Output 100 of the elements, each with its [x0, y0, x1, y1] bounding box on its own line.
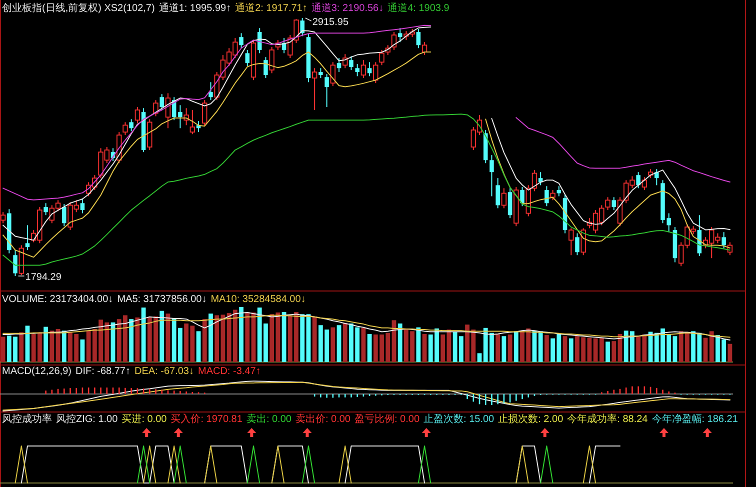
bar: [135, 317, 140, 362]
candlestick: [160, 94, 164, 110]
bar: [245, 312, 250, 362]
bar: [208, 314, 213, 362]
bar: [202, 319, 207, 362]
text: 通道2: 1917.71↑: [235, 2, 308, 14]
text: 止盈次数: 15.00: [424, 413, 495, 425]
candlestick: [62, 204, 66, 227]
bar: [477, 353, 482, 362]
bar: [0, 336, 6, 362]
bar: [160, 310, 164, 362]
candlestick: [642, 176, 648, 191]
bar: [80, 339, 85, 362]
candlestick: [312, 68, 318, 110]
text: 卖出价: 0.00: [295, 413, 351, 425]
annotation: 1794.29: [25, 272, 62, 283]
candlestick: [349, 56, 354, 70]
chart-title: 创业板指(日线,前复权) XS2(102,7): [2, 2, 155, 14]
text: 买进: 0.00: [122, 413, 168, 425]
candlestick: [134, 106, 140, 124]
chart-title: 风控成功率: [2, 413, 52, 425]
candlestick: [25, 224, 30, 251]
text: 通道1: 1995.99↑: [158, 2, 232, 14]
candlestick: [330, 62, 336, 87]
candlestick: [373, 62, 378, 84]
series-label: DIF: -68.77↑: [75, 366, 130, 377]
candlestick: [360, 60, 366, 79]
candlestick: [245, 49, 250, 67]
candlestick: [550, 190, 556, 201]
chart-title: MACD(12,26,9): [2, 366, 72, 377]
candlestick: [190, 109, 195, 135]
candlestick: [367, 62, 372, 77]
bar: [214, 315, 220, 362]
candlestick: [300, 18, 304, 37]
bar: [612, 341, 616, 362]
candlestick: [318, 68, 323, 79]
bar: [398, 324, 402, 362]
bar: [62, 330, 66, 362]
candlestick: [355, 63, 360, 77]
text: 今年净盈幅: 186.21: [652, 413, 738, 425]
candlestick: [612, 196, 616, 211]
bar: [416, 327, 421, 362]
chart-title: VOLUME: 23173404.00↓: [2, 294, 114, 305]
bar: [239, 307, 244, 362]
candlestick: [80, 198, 85, 214]
candlestick: [178, 104, 182, 129]
candlestick: [416, 28, 421, 49]
candlestick: [556, 186, 562, 197]
text: 止损次数: 2.00: [498, 413, 564, 425]
candlestick: [208, 82, 213, 101]
candlestick: [336, 58, 342, 73]
text: 买入价: 1970.81: [170, 413, 243, 425]
bar: [672, 336, 678, 362]
series-label: MACD: -3.47↑: [198, 366, 261, 377]
bar: [568, 338, 574, 362]
bar: [502, 336, 506, 362]
candlestick: [264, 56, 268, 79]
series-label: MA5: 31737856.00↓: [117, 294, 207, 305]
candlestick: [13, 250, 18, 276]
candlestick: [496, 178, 500, 209]
bar: [336, 325, 342, 362]
bar: [300, 314, 305, 362]
bar: [129, 319, 134, 362]
candlestick: [202, 100, 208, 127]
bar: [544, 335, 549, 362]
series-label: DEA: -67.03↓: [134, 366, 194, 377]
bar: [422, 334, 427, 362]
text: 风控ZIG: 1.00: [56, 413, 118, 425]
candlestick: [508, 188, 512, 219]
candlestick: [239, 32, 244, 49]
candlestick: [636, 172, 640, 189]
bar: [562, 336, 568, 362]
bar: [587, 338, 592, 362]
bar: [440, 334, 446, 362]
candlestick: [722, 232, 726, 249]
bar: [367, 334, 372, 362]
candlestick: [654, 168, 659, 186]
bar: [44, 326, 48, 362]
candlestick: [122, 122, 128, 136]
bar: [196, 331, 201, 362]
bar: [703, 338, 708, 362]
candlestick: [324, 74, 329, 108]
candlestick: [269, 46, 274, 74]
bar: [312, 316, 317, 362]
bar: [514, 331, 518, 362]
series-label: MA10: 35284584.00↓: [210, 294, 306, 305]
candlestick: [490, 154, 494, 197]
text: 盈亏比例: 0.00: [354, 413, 420, 425]
candlestick: [44, 202, 48, 216]
bar: [342, 322, 348, 362]
bar: [50, 330, 54, 362]
text: 卖出: 0.00: [246, 413, 292, 425]
candlestick: [422, 42, 428, 56]
bar: [728, 344, 732, 362]
bar: [709, 331, 714, 362]
candlestick: [568, 228, 574, 256]
annotation: 2915.95: [312, 17, 349, 28]
candlestick: [501, 188, 507, 209]
candlestick: [379, 49, 384, 66]
bar: [508, 334, 512, 362]
